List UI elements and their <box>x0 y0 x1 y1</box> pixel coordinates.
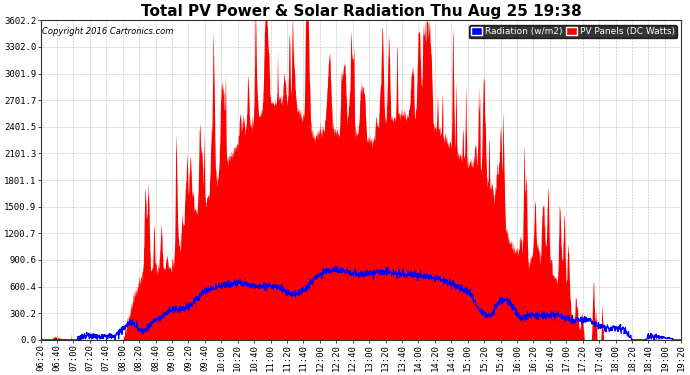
Title: Total PV Power & Solar Radiation Thu Aug 25 19:38: Total PV Power & Solar Radiation Thu Aug… <box>141 4 582 19</box>
Legend: Radiation (w/m2), PV Panels (DC Watts): Radiation (w/m2), PV Panels (DC Watts) <box>469 25 677 38</box>
Text: Copyright 2016 Cartronics.com: Copyright 2016 Cartronics.com <box>42 27 173 36</box>
